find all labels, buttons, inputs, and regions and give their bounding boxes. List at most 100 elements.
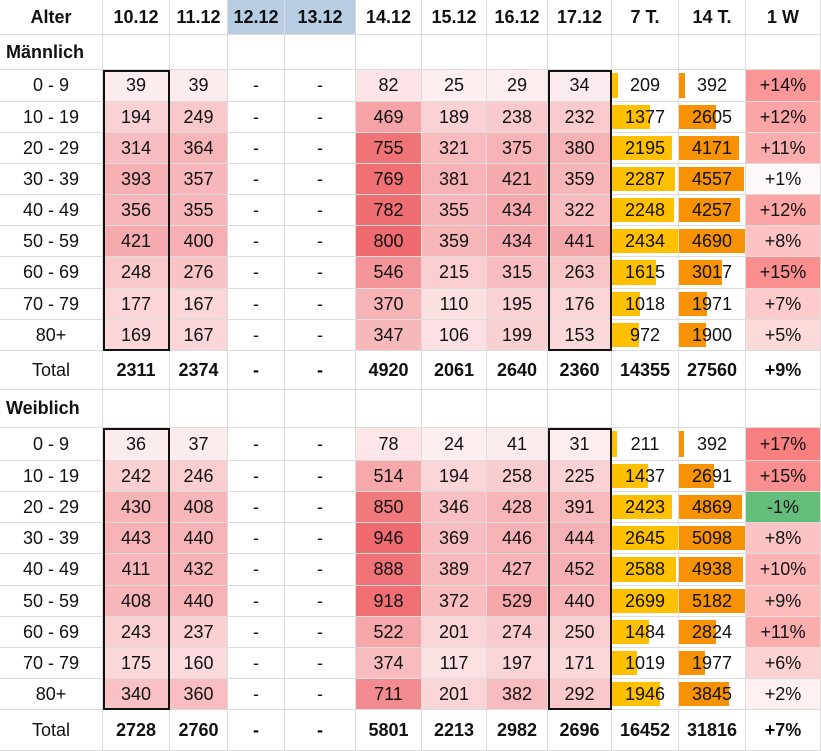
day-value-cell: 194 [103,102,170,133]
total-value-cell: 2061 [422,351,487,390]
data-bar-14-days [679,589,745,613]
weekly-change-cell: +5% [746,320,821,351]
data-bar-14-days [679,292,708,316]
sum-7-days-cell-value: 2645 [624,527,666,548]
total-value-cell: 27560 [679,351,746,390]
sum-7-days-cell: 2195 [612,133,679,164]
day-value-cell: - [228,461,285,492]
sum-7-days-cell-value: 2248 [624,199,666,220]
day-value-cell: - [228,289,285,320]
day-value-cell: - [228,70,285,102]
day-value-cell: - [228,617,285,648]
sum-7-days-cell: 2287 [612,164,679,195]
day-value-cell: 434 [487,195,548,226]
sum-7-days-cell-value: 209 [629,75,661,95]
data-bar-14-days [679,431,685,457]
sum-7-days-cell: 2423 [612,492,679,523]
total-value-cell: +9% [746,351,821,390]
sum-14-days-cell-value: 4257 [691,199,733,220]
day-value-cell: 201 [422,679,487,710]
day-value-cell: 34 [548,70,612,102]
empty-cell [228,390,285,428]
day-value-cell: 197 [487,648,548,679]
weekly-change-cell: +1% [746,164,821,195]
sum-7-days-cell: 2699 [612,586,679,617]
total-value-cell: 2640 [487,351,548,390]
age-group-label: 40 - 49 [0,554,103,586]
sum-14-days-cell-value: 3845 [691,683,733,704]
day-value-cell: 355 [422,195,487,226]
sum-14-days-cell: 4869 [679,492,746,523]
data-bar-14-days [679,464,714,488]
age-group-label: 10 - 19 [0,102,103,133]
day-value-cell: 31 [548,428,612,461]
data-bar-14-days [679,526,745,550]
day-value-cell: 39 [170,70,228,102]
day-value-cell: - [228,523,285,554]
sum-14-days-cell-value: 4690 [691,230,733,251]
sum-14-days-cell: 392 [679,70,746,102]
sum-14-days-cell-value: 4557 [691,168,733,189]
total-value-cell: 4920 [356,351,422,390]
day-value-cell: 167 [170,289,228,320]
sum-14-days-cell-value: 4869 [691,496,733,517]
day-value-cell: 408 [170,492,228,523]
data-bar-14-days [679,557,743,582]
sum-14-days-cell: 4171 [679,133,746,164]
day-value-cell: 292 [548,679,612,710]
empty-cell [285,35,356,70]
day-value-cell: - [285,257,356,289]
sum-7-days-cell-value: 2195 [624,137,666,158]
data-bar-7-days [612,464,648,488]
data-bar-7-days [612,557,677,582]
total-value-cell: 2311 [103,351,170,390]
column-header: 11.12 [170,0,228,35]
column-header: 14.12 [356,0,422,35]
data-bar-7-days [612,682,661,706]
sum-14-days-cell-value: 4938 [691,559,733,579]
day-value-cell: 430 [103,492,170,523]
weekly-change-cell: +11% [746,617,821,648]
day-value-cell: 248 [103,257,170,289]
age-group-label: 50 - 59 [0,586,103,617]
day-value-cell: 29 [487,70,548,102]
column-header: 17.12 [548,0,612,35]
day-value-cell: 242 [103,461,170,492]
data-bar-14-days [679,136,739,160]
day-value-cell: 382 [487,679,548,710]
data-bar-7-days [612,589,678,613]
data-bar-7-days [612,651,638,675]
data-bar-14-days [679,73,685,98]
day-value-cell: - [285,461,356,492]
day-value-cell: 428 [487,492,548,523]
column-header: 7 T. [612,0,679,35]
day-value-cell: 440 [548,586,612,617]
total-value-cell: 5801 [356,710,422,751]
day-value-cell: 167 [170,320,228,351]
data-bar-14-days [679,260,723,285]
day-value-cell: 369 [422,523,487,554]
day-value-cell: 444 [548,523,612,554]
empty-cell [679,35,746,70]
day-value-cell: 400 [170,226,228,257]
empty-cell [679,390,746,428]
day-value-cell: 769 [356,164,422,195]
total-value-cell: - [228,710,285,751]
day-value-cell: 441 [548,226,612,257]
weekly-change-cell: +17% [746,428,821,461]
day-value-cell: 452 [548,554,612,586]
sum-7-days-cell: 1437 [612,461,679,492]
day-value-cell: 434 [487,226,548,257]
age-group-label: 30 - 39 [0,523,103,554]
day-value-cell: 918 [356,586,422,617]
sum-7-days-cell: 1946 [612,679,679,710]
column-header: 13.12 [285,0,356,35]
total-value-cell: - [285,351,356,390]
empty-cell [487,390,548,428]
age-group-label: 70 - 79 [0,648,103,679]
sum-7-days-cell-value: 2423 [624,496,666,517]
sum-7-days-cell-value: 211 [630,433,660,454]
day-value-cell: 322 [548,195,612,226]
sum-14-days-cell: 1900 [679,320,746,351]
sum-7-days-cell: 1018 [612,289,679,320]
